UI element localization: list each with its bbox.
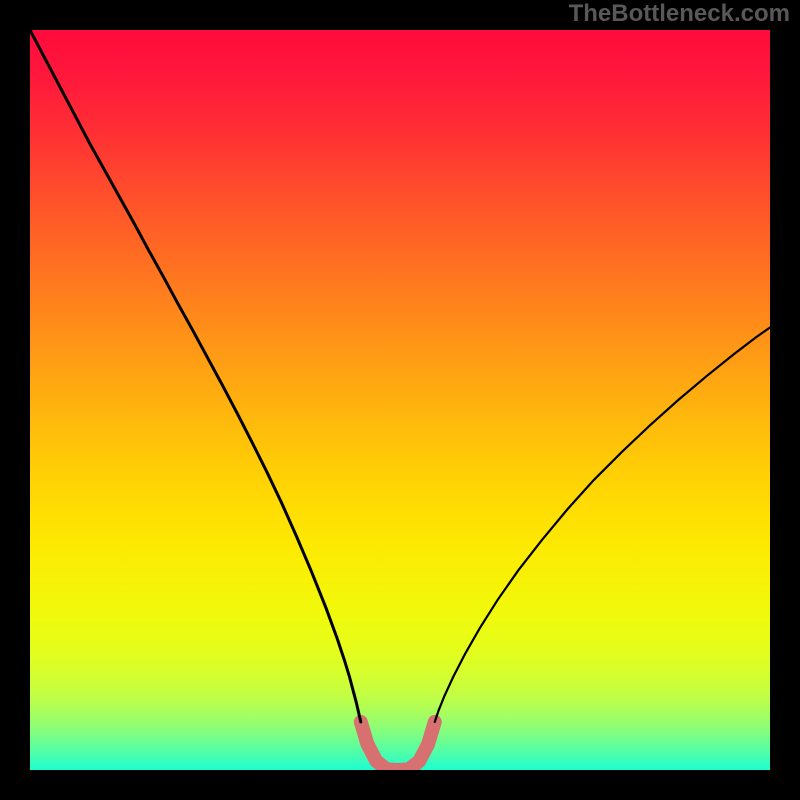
gradient-background — [30, 30, 770, 770]
plot-area — [30, 30, 770, 770]
chart-container: TheBottleneck.com — [0, 0, 800, 800]
watermark-text: TheBottleneck.com — [569, 0, 790, 28]
plot-svg — [30, 30, 770, 770]
